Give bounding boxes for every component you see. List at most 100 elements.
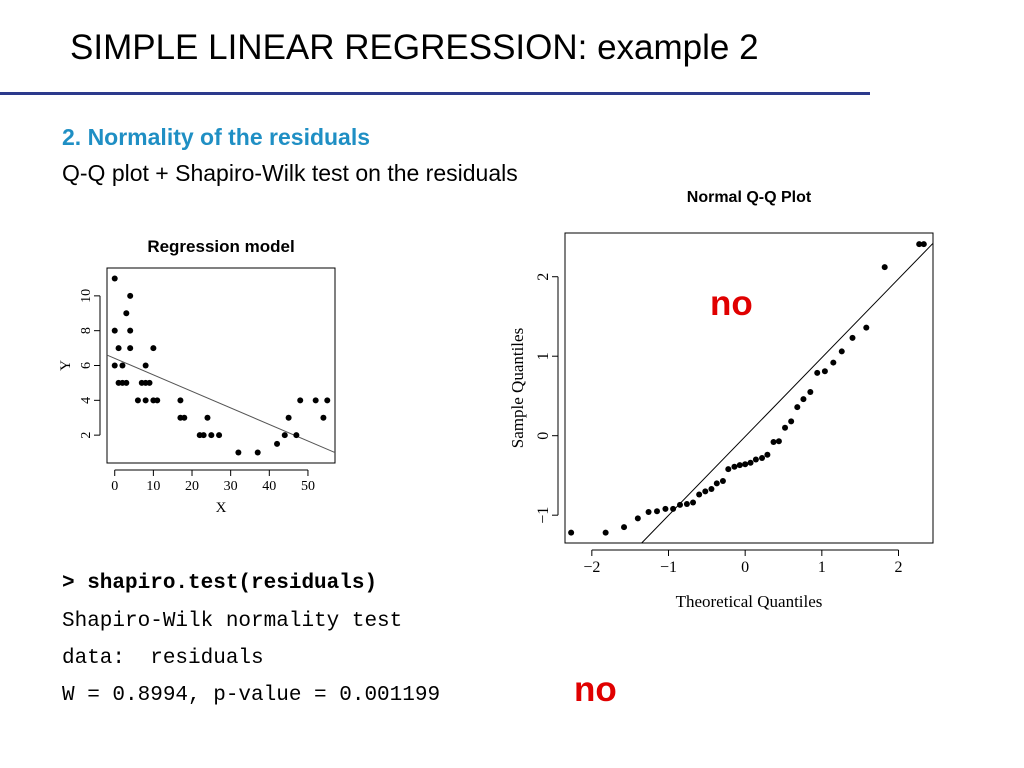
reference-line	[641, 242, 934, 544]
y-tick-label: 2	[535, 273, 552, 281]
y-tick-label: 2	[79, 432, 94, 439]
data-point	[814, 369, 821, 376]
data-point	[770, 439, 777, 446]
data-point	[654, 508, 660, 515]
data-point	[645, 509, 652, 515]
data-point	[281, 432, 288, 439]
x-tick-label: −1	[660, 559, 677, 576]
regression-chart: Regression model 0 10 20 30 40 50 X 2 4 6 8 10 Y	[58, 237, 336, 515]
data-point	[127, 345, 134, 352]
data-point	[297, 397, 304, 404]
data-point	[293, 432, 300, 439]
data-point	[111, 327, 118, 334]
slide-title: SIMPLE LINEAR REGRESSION: example 2	[70, 28, 759, 67]
data-point	[134, 397, 141, 404]
x-tick-label: 10	[146, 479, 160, 494]
chart-title: Regression model	[147, 237, 294, 256]
data-point	[204, 414, 211, 421]
data-point	[670, 505, 677, 512]
data-point	[123, 310, 130, 317]
data-point	[719, 478, 726, 484]
data-point	[602, 529, 609, 536]
data-point	[677, 501, 683, 508]
x-tick-label: 1	[818, 559, 826, 576]
x-tick-label: 50	[301, 479, 315, 494]
data-point	[752, 456, 759, 463]
data-point	[775, 438, 782, 445]
x-tick-label: 30	[224, 479, 238, 494]
subtext: Q-Q plot + Shapiro-Wilk test on the resi…	[62, 160, 518, 186]
data-point	[634, 515, 641, 522]
y-tick-label: 8	[79, 327, 94, 334]
data-point	[742, 461, 749, 468]
data-point	[119, 362, 126, 369]
data-point	[764, 451, 771, 458]
subtitle: 2. Normality of the residuals	[62, 124, 371, 150]
y-tick-label: 0	[535, 432, 552, 440]
data-point	[127, 327, 134, 334]
data-point	[696, 491, 703, 498]
plot-frame	[106, 267, 336, 464]
data-point	[274, 440, 281, 447]
plot-frame	[564, 232, 934, 544]
data-point	[800, 396, 807, 403]
qq-chart: Normal Q-Q Plot −2 −1 0 1 2 Theoretical Quanti…	[508, 189, 934, 611]
y-axis-label: Sample Quantiles	[508, 328, 527, 448]
y-tick-label: 1	[535, 352, 552, 360]
data-point	[254, 449, 261, 456]
x-tick-label: 20	[185, 479, 199, 494]
data-point	[285, 414, 292, 421]
y-tick-label: 6	[79, 362, 94, 369]
data-point	[807, 388, 814, 395]
title-rule	[0, 92, 870, 95]
test-verdict: no	[574, 670, 617, 709]
data-point	[782, 424, 789, 431]
data-point	[759, 454, 766, 461]
chart-title: Normal Q-Q Plot	[687, 189, 812, 206]
data-point	[863, 324, 870, 331]
data-point	[838, 348, 845, 355]
data-point	[216, 432, 223, 439]
data-point	[725, 466, 732, 473]
code-line-title: Shapiro-Wilk normality test	[62, 610, 403, 633]
y-axis-label: Y	[58, 360, 74, 371]
data-point	[702, 488, 709, 495]
data-point	[324, 397, 331, 404]
data-point	[208, 432, 215, 439]
data-point	[154, 397, 161, 404]
x-tick-label: 40	[262, 479, 276, 494]
data-point	[736, 462, 743, 469]
data-point	[177, 397, 184, 404]
data-point	[916, 241, 923, 248]
regression-line	[106, 354, 336, 454]
data-point	[312, 397, 319, 404]
data-point	[568, 529, 575, 536]
data-point	[200, 432, 207, 439]
data-point	[181, 414, 188, 421]
data-point	[123, 379, 130, 386]
qq-verdict: no	[710, 284, 753, 323]
x-tick-label: 0	[741, 559, 749, 576]
data-point	[821, 368, 828, 375]
data-point	[849, 334, 856, 341]
data-point	[127, 292, 134, 299]
data-point	[920, 241, 927, 248]
data-point	[621, 524, 628, 531]
data-point	[690, 499, 697, 506]
data-point	[788, 418, 795, 425]
data-point	[683, 501, 690, 508]
data-point	[662, 505, 669, 512]
data-point	[881, 264, 888, 271]
x-axis-label: X	[216, 500, 227, 515]
data-point	[142, 362, 149, 369]
y-tick-label: −1	[535, 507, 552, 524]
data-point	[111, 362, 118, 369]
data-point	[320, 414, 327, 421]
x-axis-label: Theoretical Quantiles	[676, 592, 823, 611]
data-point	[111, 275, 118, 282]
data-point	[713, 480, 720, 487]
data-point	[235, 449, 242, 456]
data-point	[150, 345, 157, 352]
code-command: > shapiro.test(residuals)	[62, 572, 378, 595]
x-tick-label: −2	[583, 559, 600, 576]
